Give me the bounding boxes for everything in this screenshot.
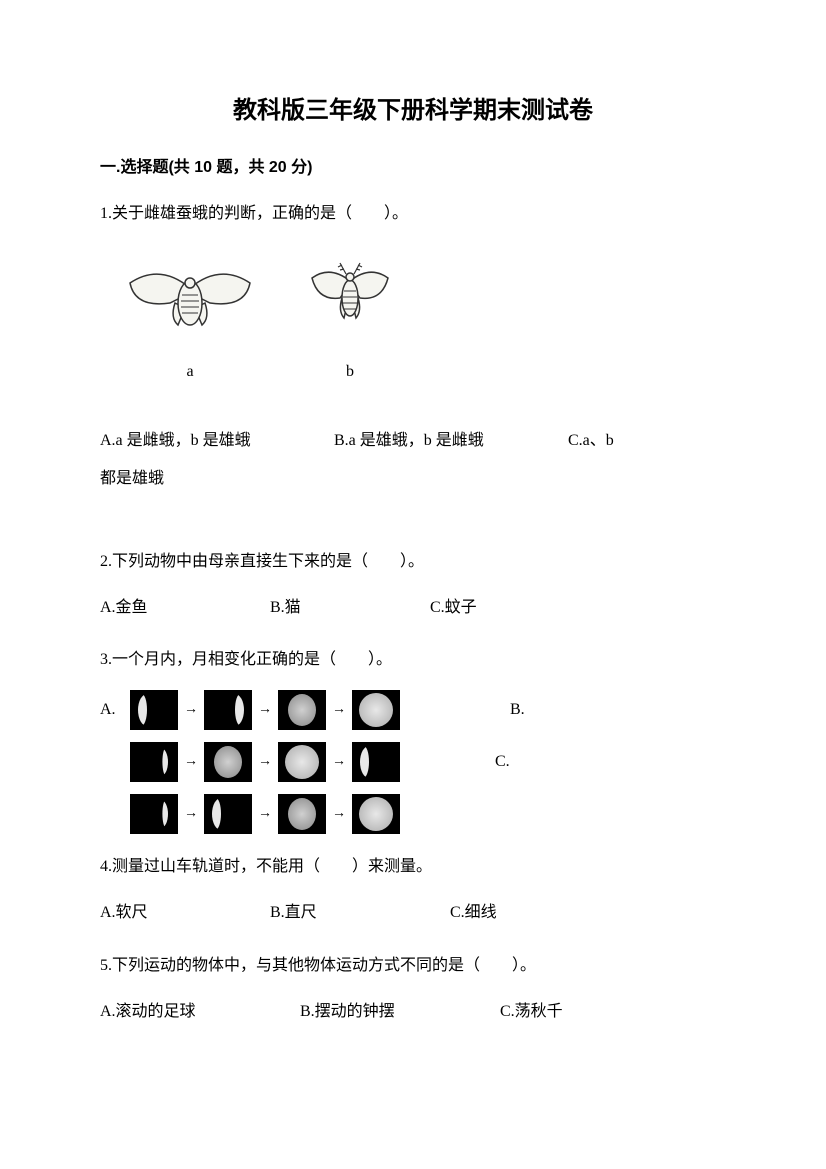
- moth-a-icon: [120, 253, 260, 333]
- q5-opt-b: B.摆动的钟摆: [300, 993, 500, 1031]
- moon-row-c: → → →: [100, 794, 726, 834]
- question-4: 4.测量过山车轨道时，不能用（ ）来测量。 A.软尺 B.直尺 C.细线: [100, 848, 726, 933]
- q4-options: A.软尺 B.直尺 C.细线: [100, 894, 726, 932]
- arrow-icon: →: [184, 797, 198, 831]
- q4-opt-a: A.软尺: [100, 894, 270, 932]
- q5-opt-a: A.滚动的足球: [100, 993, 300, 1031]
- q2-text: 2.下列动物中由母亲直接生下来的是（ ）。: [100, 543, 726, 581]
- q3-label-c: C.: [495, 743, 510, 781]
- q4-text: 4.测量过山车轨道时，不能用（ ）来测量。: [100, 848, 726, 886]
- moth-b: b: [300, 253, 400, 391]
- moon-phase-icon: [352, 794, 400, 834]
- moth-a-label: a: [186, 353, 193, 391]
- q1-opt-c-cont: 都是雄蛾: [100, 460, 726, 498]
- q2-opt-a: A.金鱼: [100, 589, 270, 627]
- question-3: 3.一个月内，月相变化正确的是（ ）。 A. → → → B.: [100, 641, 726, 833]
- exam-title: 教科版三年级下册科学期末测试卷: [100, 90, 726, 125]
- question-2: 2.下列动物中由母亲直接生下来的是（ ）。 A.金鱼 B.猫 C.蚊子: [100, 543, 726, 628]
- moth-b-icon: [300, 253, 400, 333]
- moon-phase-icon: [278, 742, 326, 782]
- question-1: 1.关于雌雄蚕蛾的判断，正确的是（ ）。 a: [100, 195, 726, 499]
- moon-phase-icon: [204, 742, 252, 782]
- q1-opt-b: B.a 是雄蛾，b 是雌蛾: [334, 422, 564, 460]
- q2-opt-b: B.猫: [270, 589, 430, 627]
- arrow-icon: →: [258, 797, 272, 831]
- q4-opt-c: C.细线: [450, 894, 497, 932]
- arrow-icon: →: [332, 797, 346, 831]
- moon-phase-icon: [130, 690, 178, 730]
- moon-seq-c: → → →: [130, 794, 400, 834]
- moon-seq-b: → → →: [130, 742, 400, 782]
- moon-phase-icon: [204, 690, 252, 730]
- arrow-icon: →: [184, 745, 198, 779]
- moon-seq-a: → → →: [130, 690, 400, 730]
- q2-options: A.金鱼 B.猫 C.蚊子: [100, 589, 726, 627]
- question-5: 5.下列运动的物体中，与其他物体运动方式不同的是（ ）。 A.滚动的足球 B.摆…: [100, 947, 726, 1032]
- moon-section: A. → → → B. → →: [100, 690, 726, 834]
- arrow-icon: →: [332, 745, 346, 779]
- moth-b-label: b: [346, 353, 354, 391]
- moon-row-b: → → → C.: [100, 742, 726, 782]
- moon-row-a: A. → → → B.: [100, 690, 726, 730]
- q5-opt-c: C.荡秋千: [500, 993, 563, 1031]
- arrow-icon: →: [184, 693, 198, 727]
- moon-phase-icon: [204, 794, 252, 834]
- q2-opt-c: C.蚊子: [430, 589, 477, 627]
- moth-a: a: [120, 253, 260, 391]
- arrow-icon: →: [258, 693, 272, 727]
- moon-phase-icon: [278, 690, 326, 730]
- q3-label-b: B.: [510, 691, 525, 729]
- q5-text: 5.下列运动的物体中，与其他物体运动方式不同的是（ ）。: [100, 947, 726, 985]
- section-header: 一.选择题(共 10 题，共 20 分): [100, 153, 726, 177]
- moon-phase-icon: [352, 690, 400, 730]
- q1-opt-c: C.a、b: [568, 422, 614, 460]
- q3-label-a: A.: [100, 691, 130, 729]
- q3-text: 3.一个月内，月相变化正确的是（ ）。: [100, 641, 726, 679]
- q1-opt-a: A.a 是雌蛾，b 是雄蛾: [100, 422, 330, 460]
- arrow-icon: →: [332, 693, 346, 727]
- q1-options: A.a 是雌蛾，b 是雄蛾 B.a 是雄蛾，b 是雌蛾 C.a、b: [100, 422, 726, 460]
- q1-text: 1.关于雌雄蚕蛾的判断，正确的是（ ）。: [100, 195, 726, 233]
- moon-phase-icon: [130, 742, 178, 782]
- arrow-icon: →: [258, 745, 272, 779]
- q4-opt-b: B.直尺: [270, 894, 450, 932]
- moth-images: a b: [120, 253, 726, 391]
- q5-options: A.滚动的足球 B.摆动的钟摆 C.荡秋千: [100, 993, 726, 1031]
- moon-phase-icon: [352, 742, 400, 782]
- moon-phase-icon: [130, 794, 178, 834]
- moon-phase-icon: [278, 794, 326, 834]
